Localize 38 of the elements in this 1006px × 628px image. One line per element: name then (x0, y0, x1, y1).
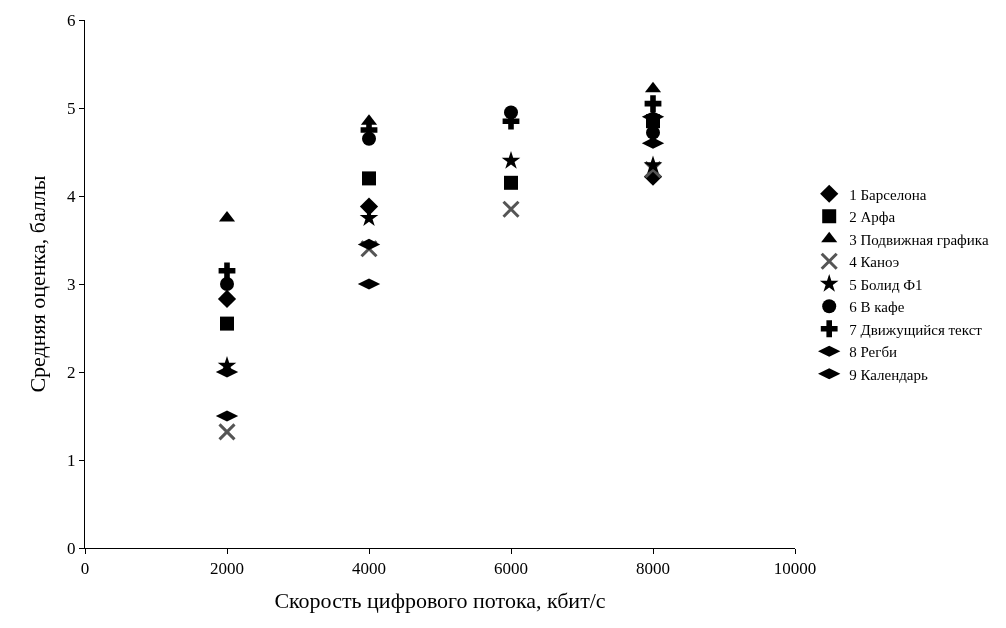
point (220, 316, 234, 331)
point (220, 277, 234, 291)
x-axis-title: Скорость цифрового потока, кбит/с (274, 588, 606, 614)
point (644, 160, 662, 179)
point (360, 239, 378, 258)
x-tick-label: 2000 (210, 559, 244, 579)
legend-label: 2 Арфа (849, 209, 896, 226)
y-tick-label: 4 (67, 186, 77, 206)
point (218, 422, 236, 441)
y-tick-label: 0 (67, 538, 76, 558)
point (501, 151, 521, 169)
legend-label: 9 Календарь (849, 366, 929, 383)
x-tick-label: 0 (80, 559, 90, 579)
legend-label: 7 Движущийся текст (849, 321, 983, 338)
legend-label: 3 Подвижная графика (849, 231, 989, 248)
legend-label: 5 Болид Ф1 (849, 276, 923, 293)
x-tick-label: 4000 (352, 559, 386, 579)
legend-label: 1 Барселона (849, 186, 927, 203)
point (218, 262, 236, 280)
x-tick-label: 6000 (494, 559, 528, 579)
y-tick-label: 6 (67, 10, 76, 30)
point (504, 175, 518, 190)
legend-label: 8 Регби (849, 344, 898, 361)
point (502, 200, 520, 219)
y-tick-label: 2 (67, 362, 76, 382)
y-tick-label: 1 (67, 450, 76, 470)
point (644, 95, 662, 112)
point (217, 289, 237, 309)
x-tick-label: 10000 (773, 559, 817, 579)
legend-label: 4 Каноэ (849, 254, 900, 271)
point (359, 197, 379, 216)
x-tick-label: 8000 (636, 559, 670, 579)
y-axis-title: Средняя оценка, баллы (24, 175, 50, 393)
point (362, 171, 376, 186)
point (643, 155, 663, 174)
y-tick-label: 3 (67, 274, 76, 294)
legend-label: 6 В кафе (849, 299, 905, 316)
y-tick-label: 5 (67, 98, 76, 118)
